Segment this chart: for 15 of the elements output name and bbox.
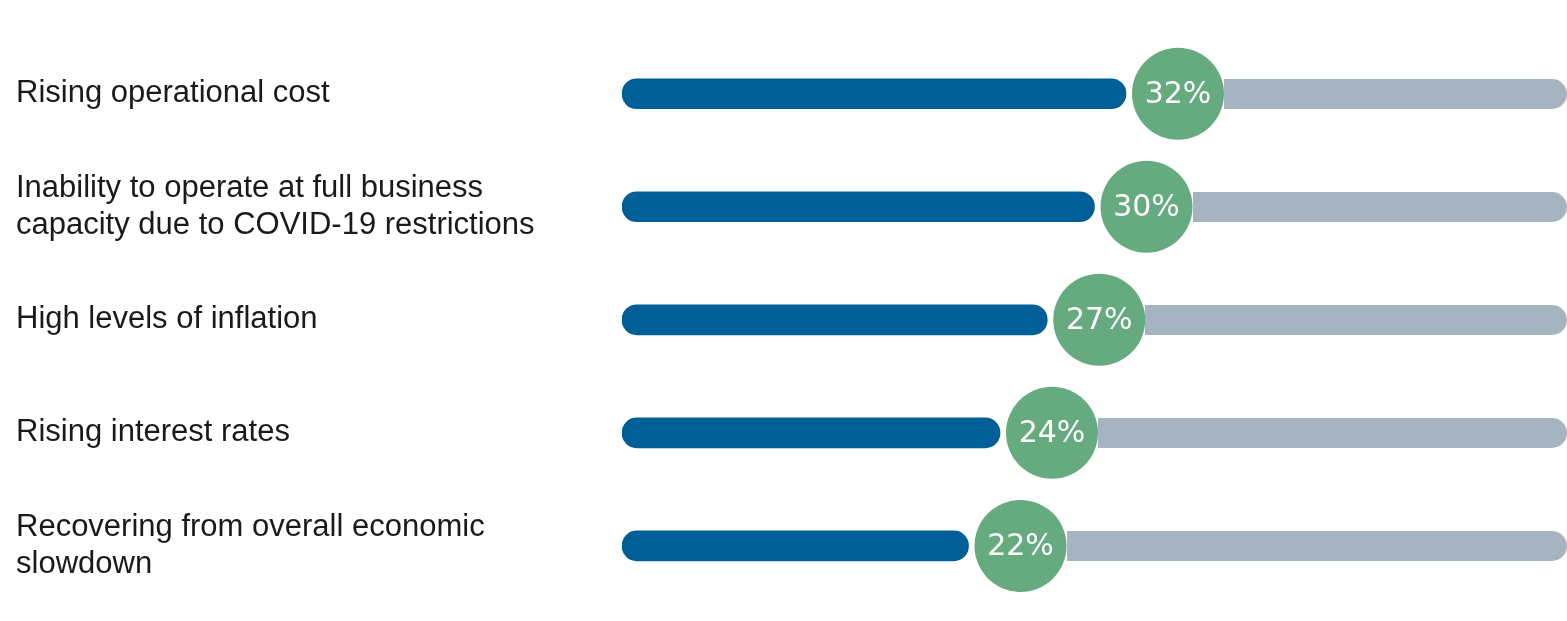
data-label: 32%	[1144, 74, 1212, 110]
y-tick-label: Recovering from overall economic slowdown	[16, 507, 485, 581]
y-tick-label: Rising interest rates	[16, 413, 290, 449]
bar	[622, 304, 1048, 336]
y-tick-label: High levels of inflation	[16, 300, 318, 336]
bar	[622, 417, 1001, 449]
bar	[622, 78, 1127, 110]
data-label: 22%	[987, 526, 1054, 562]
bar	[622, 191, 1095, 223]
data-label: 27%	[1065, 300, 1133, 336]
data-label: 24%	[1018, 413, 1086, 449]
bar	[622, 530, 969, 562]
y-tick-label: Rising operational cost	[16, 74, 330, 110]
y-tick-label: Inability to operate at full business capacity due to COVID-19 restrictions	[16, 168, 535, 241]
data-label: 30%	[1113, 187, 1180, 223]
